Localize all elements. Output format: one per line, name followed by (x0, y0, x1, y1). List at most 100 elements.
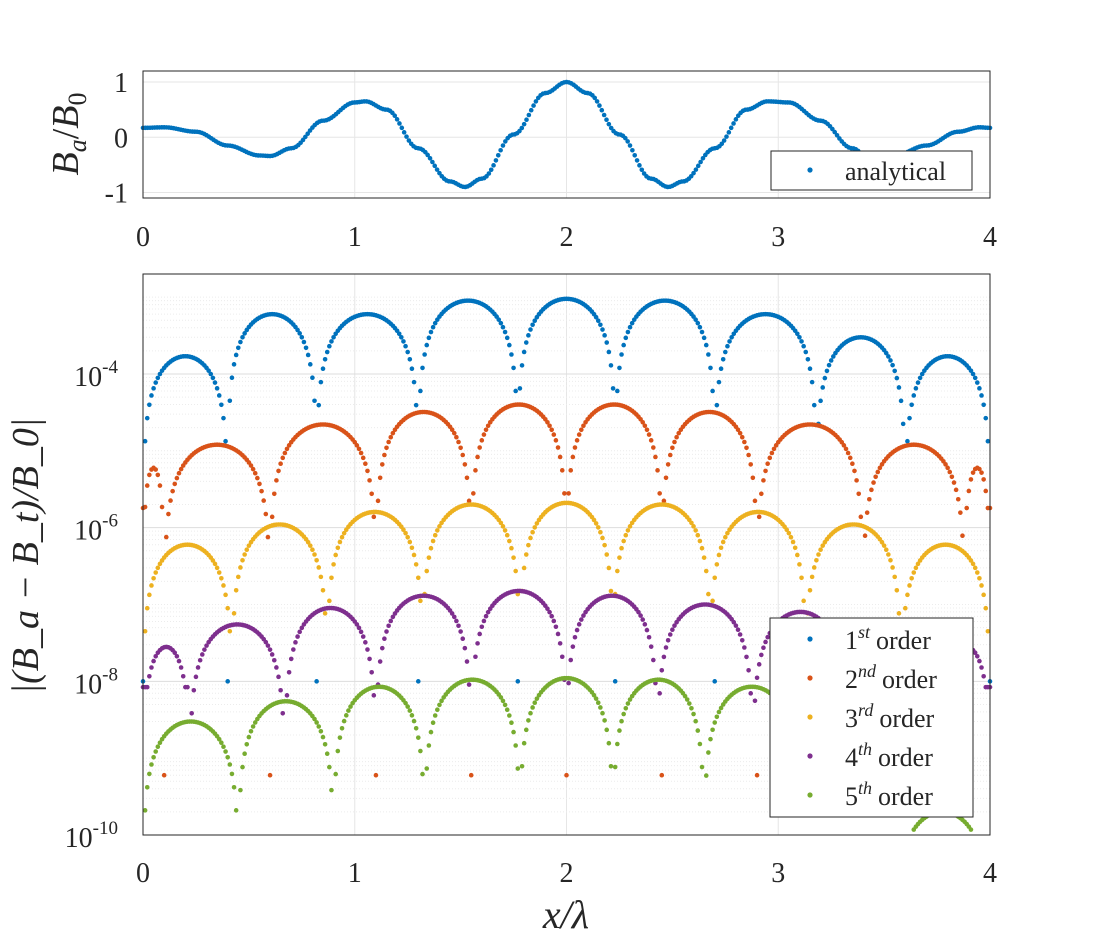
data-point (415, 679, 421, 684)
data-point (972, 650, 978, 656)
data-point (905, 438, 910, 444)
data-point (257, 481, 262, 487)
data-point (568, 468, 574, 473)
data-point (627, 697, 633, 702)
series-1st-order (140, 296, 993, 684)
data-point (341, 718, 347, 724)
data-point (252, 720, 258, 725)
data-point (907, 583, 912, 588)
analytical-point (695, 163, 701, 169)
analytical-point (733, 117, 739, 122)
data-point (615, 741, 620, 747)
data-point (831, 354, 836, 359)
data-point (415, 575, 421, 581)
data-point (856, 491, 862, 497)
data-point (155, 744, 161, 750)
data-point (595, 525, 601, 530)
data-point (477, 445, 482, 450)
analytical-point (623, 135, 628, 141)
data-point (507, 713, 512, 718)
data-point (703, 773, 709, 778)
data-point (710, 598, 715, 604)
analytical-point (627, 143, 633, 148)
data-point (278, 687, 283, 693)
data-point (657, 691, 662, 696)
data-point (521, 349, 527, 355)
data-point (401, 527, 406, 532)
analytical-point (432, 163, 438, 169)
data-point (193, 674, 199, 680)
data-point (327, 764, 332, 770)
data-point (979, 393, 984, 398)
data-point (623, 705, 629, 711)
bottom-ytick-label: 10-8 (74, 664, 118, 700)
data-point (318, 728, 324, 734)
data-point (305, 352, 311, 358)
data-point (695, 728, 701, 733)
data-point (329, 787, 334, 793)
analytical-point (634, 158, 640, 163)
data-point (399, 335, 404, 340)
analytical-point (599, 107, 605, 113)
data-point (761, 478, 766, 483)
analytical-point (305, 131, 310, 136)
data-point (549, 427, 554, 433)
data-point (375, 498, 381, 504)
data-point (432, 532, 438, 538)
data-point (576, 622, 582, 627)
data-point (703, 342, 709, 348)
data-point (485, 609, 491, 615)
data-point (867, 496, 872, 502)
data-point (142, 628, 148, 634)
data-point (511, 729, 516, 735)
data-point (390, 430, 396, 436)
analytical-point (519, 125, 525, 131)
legend-marker-analytical (807, 167, 813, 173)
analytical-point (503, 139, 508, 144)
data-point (824, 368, 830, 374)
data-point (706, 591, 711, 597)
analytical-point (399, 125, 405, 131)
data-point (223, 592, 228, 598)
data-point (627, 524, 633, 529)
data-point (255, 475, 260, 481)
data-point (648, 644, 654, 649)
data-point (811, 565, 817, 570)
data-point (807, 587, 813, 593)
data-point (642, 622, 648, 627)
data-point (553, 438, 559, 443)
data-point (331, 562, 336, 567)
data-point (661, 654, 667, 660)
data-point (322, 611, 328, 616)
data-point (608, 588, 614, 594)
data-point (420, 771, 425, 777)
data-point (430, 720, 436, 725)
data-point (314, 557, 319, 563)
analytical-point (637, 163, 642, 168)
analytical-point (731, 121, 736, 126)
data-point (504, 335, 510, 341)
data-point (720, 539, 726, 545)
data-point (905, 592, 910, 598)
analytical-point (486, 171, 492, 176)
data-point (367, 478, 372, 483)
data-point (579, 427, 584, 433)
data-point (250, 724, 256, 729)
data-point (972, 375, 978, 381)
data-point (390, 614, 396, 620)
data-point (348, 704, 353, 709)
data-point (674, 434, 679, 440)
data-point (951, 480, 957, 485)
data-point (958, 510, 963, 515)
data-point (689, 705, 694, 711)
data-point (883, 350, 889, 356)
data-point (155, 375, 161, 381)
data-point (765, 461, 770, 466)
data-point (426, 335, 432, 341)
data-point (471, 491, 476, 496)
data-point (750, 475, 756, 481)
data-point (665, 637, 671, 643)
data-point (763, 468, 768, 474)
analytical-point (425, 152, 430, 158)
data-point (477, 631, 482, 637)
